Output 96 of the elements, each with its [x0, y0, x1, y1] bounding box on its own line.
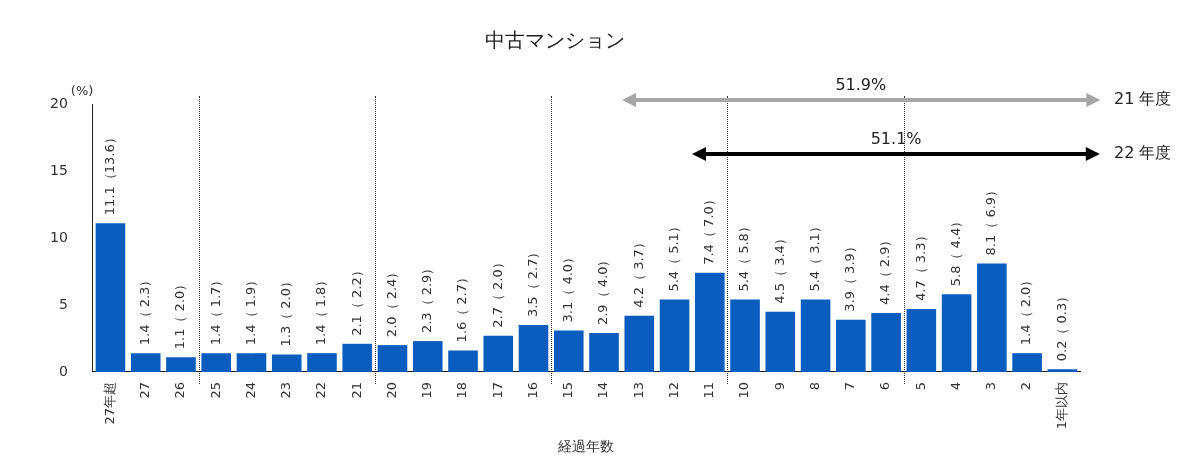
bar — [906, 308, 937, 372]
bar — [95, 223, 126, 372]
x-tick-label: 18 — [454, 381, 470, 399]
y-tick-label: 10 — [49, 228, 68, 245]
data-label: 4.5（ 3.4） — [771, 232, 787, 304]
bar — [307, 353, 337, 372]
data-label: 3.1（ 4.0） — [560, 250, 576, 323]
bar — [941, 294, 972, 372]
x-tick-label: 14 — [595, 381, 611, 399]
bar — [659, 299, 690, 372]
data-label: 2.1（ 2.2） — [348, 264, 364, 336]
x-tick-label: 26 — [172, 381, 188, 399]
x-tick-label: 17 — [489, 381, 505, 399]
bar — [977, 263, 1007, 372]
data-label: 1.4（ 1.7） — [207, 273, 223, 346]
bar — [1047, 369, 1078, 372]
data-label: 8.1（ 6.9） — [983, 183, 999, 256]
data-label: 1.3（ 2.0） — [278, 275, 294, 347]
x-tick-label: 2 — [1018, 381, 1034, 391]
y-tick-label: 0 — [58, 362, 68, 379]
data-label: 1.4（ 1.9） — [242, 273, 258, 346]
bar — [130, 353, 161, 372]
data-label: 3.5（ 2.7） — [524, 245, 540, 318]
data-label: 4.7（ 3.3） — [912, 229, 928, 301]
data-label: 2.9（ 4.0） — [595, 253, 611, 326]
x-tick-label: 27 — [137, 381, 153, 399]
data-label: 1.4（ 2.0） — [1018, 273, 1034, 346]
x-tick-label: 7 — [842, 381, 858, 391]
data-label: 4.4（ 2.9） — [877, 233, 893, 305]
x-tick-label: 11 — [701, 381, 717, 399]
data-label: 5.8（ 4.4） — [947, 214, 963, 287]
x-tick-label: 19 — [419, 381, 435, 399]
bar — [166, 357, 196, 372]
data-label: 1.4（ 1.8） — [313, 273, 329, 346]
y-tick-label: 20 — [49, 94, 68, 111]
bar — [800, 299, 831, 372]
x-tick-label: 13 — [630, 381, 646, 399]
data-label: 0.2（ 0.3） — [1053, 289, 1069, 362]
bar — [201, 353, 232, 372]
bar — [836, 319, 866, 372]
data-label: 5.4（ 5.8） — [736, 220, 752, 292]
bar — [236, 353, 267, 372]
x-tick-label: 3 — [983, 381, 999, 391]
text: 22 年度 — [1114, 143, 1172, 163]
bar — [377, 345, 408, 372]
x-tick-label: 16 — [524, 381, 540, 399]
text: 51.9% — [835, 75, 887, 95]
data-label: 3.9（ 3.9） — [842, 240, 858, 312]
x-tick-label: 22 — [313, 381, 329, 399]
x-tick-label: 23 — [278, 381, 294, 399]
bar — [342, 343, 373, 372]
text: 21 年度 — [1114, 89, 1172, 109]
bar — [553, 330, 584, 372]
bar — [871, 312, 901, 372]
x-tick-label: 15 — [560, 381, 576, 399]
x-tick-label: 6 — [877, 381, 893, 391]
y-tick-label: 5 — [58, 295, 68, 312]
data-label: 7.4（ 7.0） — [701, 193, 717, 265]
x-tick-label: 21 — [348, 381, 364, 399]
x-tick-label: 25 — [207, 381, 223, 399]
bar — [271, 354, 302, 372]
y-axis-title: (%) — [70, 83, 94, 99]
data-label: 2.0（ 2.4） — [383, 265, 399, 338]
bar — [412, 341, 443, 372]
bar — [483, 335, 514, 372]
data-label: 1.4（ 2.3） — [137, 273, 153, 346]
annotation: 51.1% — [870, 129, 922, 149]
bar — [695, 272, 725, 372]
data-label: 5.4（ 5.1） — [665, 220, 681, 292]
x-tick-label: 27年超 — [101, 381, 117, 425]
data-label: 11.1（13.6） — [101, 131, 117, 216]
bar — [589, 333, 619, 372]
x-tick-label: 4 — [947, 381, 963, 391]
y-tick-label: 15 — [49, 161, 68, 178]
chart-title: 中古マンション — [485, 28, 625, 53]
x-tick-label: 24 — [242, 381, 258, 399]
x-tick-label: 5 — [912, 381, 928, 391]
data-label: 1.6（ 2.7） — [454, 271, 470, 343]
bar — [730, 299, 760, 372]
data-label: 5.4（ 3.1） — [806, 220, 822, 292]
data-label: 2.7（ 2.0） — [489, 256, 505, 328]
bar — [624, 315, 655, 372]
x-tick-label: 10 — [736, 381, 752, 399]
x-tick-label: 20 — [383, 381, 399, 399]
x-axis-title: 経過年数 — [557, 438, 615, 455]
bar — [1012, 353, 1042, 372]
x-tick-label: 9 — [771, 381, 787, 391]
bar — [518, 325, 549, 372]
bar — [448, 350, 478, 372]
x-tick-label: 1年以内 — [1053, 381, 1069, 430]
data-label: 2.3（ 2.9） — [419, 261, 435, 334]
x-tick-label: 8 — [806, 381, 822, 391]
x-tick-label: 12 — [665, 381, 681, 399]
data-label: 1.1（ 2.0） — [172, 277, 188, 350]
bar — [765, 311, 796, 372]
data-label: 4.2（ 3.7） — [630, 236, 646, 308]
